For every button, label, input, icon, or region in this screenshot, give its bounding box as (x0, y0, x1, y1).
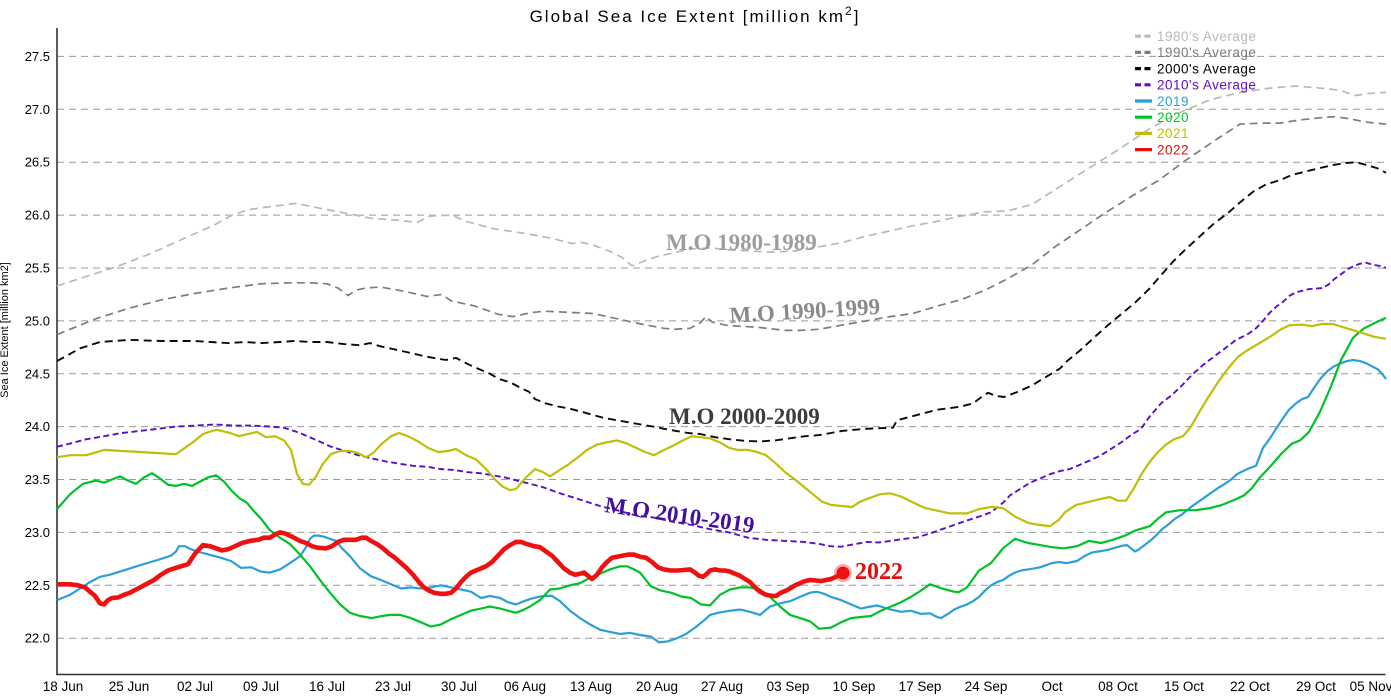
svg-text:08 Oct: 08 Oct (1098, 679, 1138, 694)
svg-text:22.0: 22.0 (25, 631, 50, 646)
svg-text:2022: 2022 (1157, 142, 1189, 157)
svg-text:22 Oct: 22 Oct (1230, 679, 1270, 694)
svg-text:15 Oct: 15 Oct (1164, 679, 1204, 694)
svg-text:M.O 1980-1989: M.O 1980-1989 (666, 230, 817, 255)
svg-text:23 Jul: 23 Jul (375, 679, 411, 694)
svg-text:20 Aug: 20 Aug (636, 679, 678, 694)
svg-text:27 Aug: 27 Aug (701, 679, 743, 694)
svg-text:2022: 2022 (855, 559, 903, 585)
svg-text:29 Oct: 29 Oct (1296, 679, 1336, 694)
svg-text:Oct: Oct (1041, 679, 1062, 694)
svg-text:2019: 2019 (1157, 94, 1189, 109)
svg-text:05 Nov: 05 Nov (1350, 679, 1391, 694)
svg-text:16 Jul: 16 Jul (309, 679, 345, 694)
svg-text:24.5: 24.5 (25, 366, 50, 381)
svg-text:03 Sep: 03 Sep (767, 679, 810, 694)
svg-text:Global Sea Ice Extent [million: Global Sea Ice Extent [million km2] (530, 4, 861, 26)
svg-text:30 Jul: 30 Jul (441, 679, 477, 694)
svg-text:13 Aug: 13 Aug (570, 679, 612, 694)
svg-text:09 Jul: 09 Jul (243, 679, 279, 694)
svg-text:24 Sep: 24 Sep (965, 679, 1008, 694)
svg-text:17 Sep: 17 Sep (899, 679, 942, 694)
svg-text:24.0: 24.0 (25, 419, 50, 434)
svg-text:1990's Average: 1990's Average (1157, 45, 1256, 60)
svg-text:22.5: 22.5 (25, 578, 50, 593)
svg-text:1980's Average: 1980's Average (1157, 29, 1256, 44)
svg-text:2021: 2021 (1157, 126, 1189, 141)
svg-text:25.5: 25.5 (25, 261, 50, 276)
svg-text:25.0: 25.0 (25, 313, 50, 328)
svg-text:06 Aug: 06 Aug (504, 679, 546, 694)
svg-text:2000's Average: 2000's Average (1157, 61, 1256, 76)
svg-text:23.0: 23.0 (25, 525, 50, 540)
svg-text:26.0: 26.0 (25, 208, 50, 223)
svg-text:2010's Average: 2010's Average (1157, 78, 1256, 93)
svg-text:02 Jul: 02 Jul (177, 679, 213, 694)
svg-text:26.5: 26.5 (25, 155, 50, 170)
svg-text:M.O 2000-2009: M.O 2000-2009 (669, 404, 820, 429)
svg-text:10 Sep: 10 Sep (833, 679, 876, 694)
svg-text:25 Jun: 25 Jun (109, 679, 150, 694)
svg-text:27.0: 27.0 (25, 102, 50, 117)
svg-text:2020: 2020 (1157, 110, 1189, 125)
svg-text:18 Jun: 18 Jun (43, 679, 84, 694)
svg-text:27.5: 27.5 (25, 49, 50, 64)
svg-text:23.5: 23.5 (25, 472, 50, 487)
svg-text:Sea Ice Extent [million km2]: Sea Ice Extent [million km2] (0, 262, 11, 398)
